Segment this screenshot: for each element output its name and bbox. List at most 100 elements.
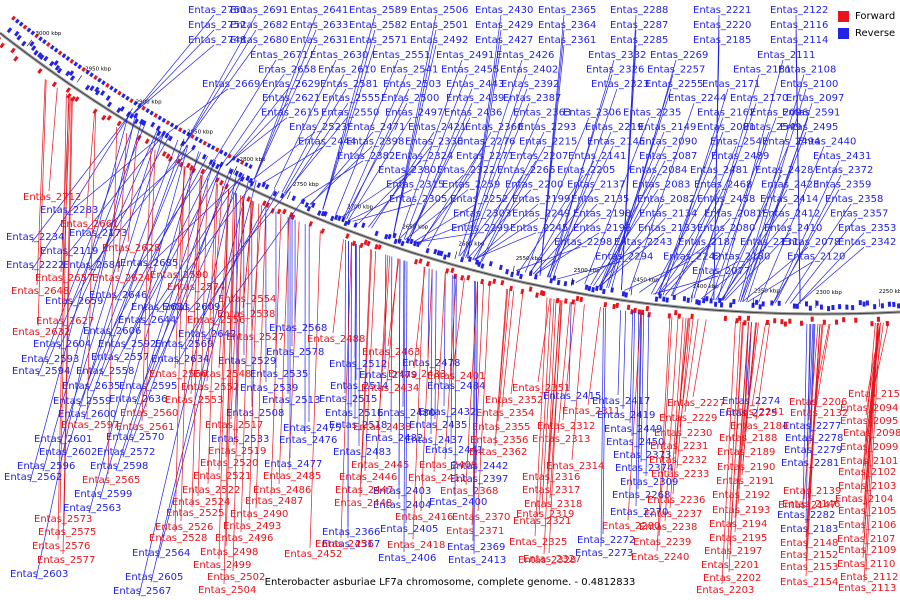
gene-block <box>39 54 45 60</box>
label-connector <box>865 322 881 572</box>
label-connector <box>88 145 189 514</box>
gene-block <box>224 183 230 190</box>
label-connector <box>474 203 539 261</box>
gene-label: Entas_2500 <box>381 93 439 104</box>
gene-label: Entas_2324 <box>395 151 453 162</box>
label-connector <box>621 44 637 290</box>
label-connector <box>203 200 303 340</box>
label-connector <box>650 175 717 295</box>
gene-label: Entas_2078 <box>782 237 840 248</box>
gene-label: Entas_2486 <box>253 485 311 496</box>
gene-block <box>345 233 350 239</box>
gene-label: Entas_2134 <box>639 208 697 219</box>
label-connector <box>600 218 666 288</box>
gene-label: Entas_2441 <box>425 445 483 456</box>
label-connector <box>207 183 218 485</box>
gene-label: Entas_2132 <box>790 408 848 419</box>
gene-label: Entas_2439 <box>446 93 504 104</box>
gene-label: Entas_2426 <box>496 50 554 61</box>
gene-label: Entas_2568 <box>269 323 327 334</box>
label-connector <box>310 131 374 205</box>
label-connector <box>309 146 373 205</box>
gene-label: Entas_2481 <box>690 165 748 176</box>
gene-label: Entas_2658 <box>258 64 316 75</box>
label-connector <box>657 203 724 295</box>
scale-tick <box>26 39 33 47</box>
gene-label: Entas_2641 <box>290 5 348 16</box>
label-connector <box>350 242 352 408</box>
gene-label: Entas_2603 <box>10 569 68 580</box>
gene-label: Entas_2492 <box>410 35 468 46</box>
label-connector <box>376 255 389 460</box>
label-connector <box>726 321 741 560</box>
gene-block <box>498 264 503 271</box>
gene-label: Entas_2199 <box>512 194 570 205</box>
gene-label: Entas_2480 <box>377 408 435 419</box>
label-connector <box>232 196 244 572</box>
gene-block <box>177 127 183 133</box>
label-connector <box>340 242 352 539</box>
label-connector <box>454 276 457 497</box>
gene-block <box>210 145 216 151</box>
gene-label: Entas_2222 <box>6 260 64 271</box>
gene-block <box>117 90 122 96</box>
gene-label: Entas_2680 <box>230 35 288 46</box>
label-connector <box>755 323 770 421</box>
gene-label: Entas_2423 <box>761 180 819 191</box>
gene-label: Entas_2551 <box>372 50 430 61</box>
label-connector <box>541 298 555 509</box>
gene-label: Entas_2281 <box>781 458 839 469</box>
label-connector <box>87 144 188 392</box>
gene-label: Entas_2229 <box>659 413 717 424</box>
gene-label: Entas_2431 <box>813 151 871 162</box>
gene-label: Entas_2524 <box>172 497 230 508</box>
gene-label: Entas_2471 <box>347 122 405 133</box>
gene-label: Entas_2243 <box>614 237 672 248</box>
label-connector <box>669 317 684 509</box>
gene-block <box>492 278 497 285</box>
gene-label: Entas_2483 <box>333 447 391 458</box>
label-connector <box>114 158 214 301</box>
label-connector <box>253 29 317 180</box>
label-connector <box>253 131 316 180</box>
gene-label: Entas_2095 <box>840 416 898 427</box>
gene-label: Entas_2644 <box>118 315 176 326</box>
gene-label: Entas_2282 <box>777 510 835 521</box>
label-connector <box>720 203 787 301</box>
label-connector <box>348 117 412 220</box>
label-connector <box>653 275 719 295</box>
gene-label: Entas_2234 <box>6 232 64 243</box>
label-connector <box>63 98 73 527</box>
gene-block <box>413 258 419 265</box>
label-connector <box>117 133 128 273</box>
gene-block <box>300 198 306 205</box>
gene-label: Entas_2488 <box>307 334 365 345</box>
gene-label: Entas_2520 <box>200 458 258 469</box>
gene-block <box>84 84 91 91</box>
gene-block <box>418 258 423 264</box>
label-connector <box>710 117 777 300</box>
label-connector <box>724 232 791 302</box>
label-connector <box>371 131 435 229</box>
gene-block <box>215 163 220 170</box>
gene-label: Entas_2188 <box>719 433 777 444</box>
gene-block <box>30 30 36 36</box>
label-connector <box>722 218 789 301</box>
gene-label: Entas_2317 <box>522 485 580 496</box>
gene-label: Entas_2516 <box>325 408 383 419</box>
gene-label: Entas_2197 <box>704 546 762 557</box>
gene-label: Entas_2271 <box>456 151 514 162</box>
gene-label: Entas_2401 <box>427 371 485 382</box>
gene-block <box>89 72 94 78</box>
label-connector <box>335 59 399 215</box>
gene-block <box>272 190 278 197</box>
gene-block <box>533 274 538 280</box>
gene-block <box>69 75 76 81</box>
gene-label: Entas_2602 <box>39 447 97 458</box>
label-connector <box>309 230 321 549</box>
gene-label: Entas_2387 <box>503 93 561 104</box>
gene-label: Entas_2285 <box>610 35 668 46</box>
gene-label: Entas_2155 <box>848 389 900 400</box>
gene-block <box>74 96 80 103</box>
gene-label: Entas_2539 <box>240 383 298 394</box>
